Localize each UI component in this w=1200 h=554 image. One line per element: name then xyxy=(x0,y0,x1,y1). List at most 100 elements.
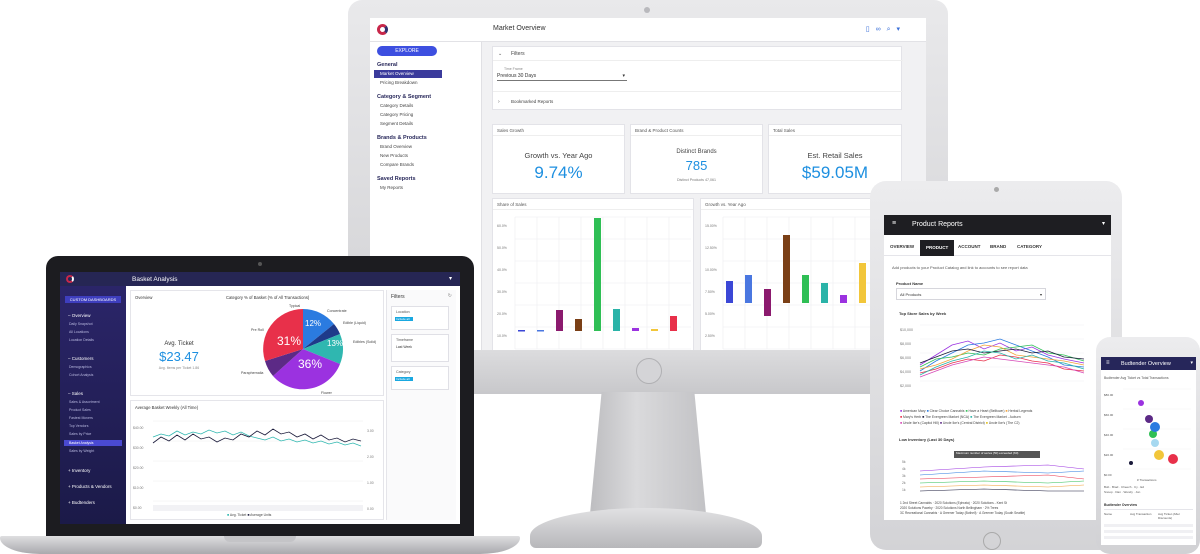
explore-button[interactable]: EXPLORE xyxy=(377,46,437,56)
table-title: Budtender Overview xyxy=(1104,503,1137,507)
y-tick: 20.0% xyxy=(497,312,507,316)
app-logo-icon[interactable] xyxy=(66,275,74,283)
bar xyxy=(594,218,601,331)
link-icon[interactable]: ∞ xyxy=(875,26,887,33)
series-line xyxy=(919,340,1085,366)
nav-item[interactable]: Top Vendors xyxy=(69,424,89,428)
nav-section-sales[interactable]: – Sales xyxy=(68,391,84,396)
nav-item-my-reports[interactable]: My Reports xyxy=(380,185,404,190)
nav-item[interactable]: Daily Snapshot xyxy=(69,322,93,326)
app-logo-icon[interactable] xyxy=(377,24,388,35)
filter-location[interactable]: Location Include all xyxy=(391,306,449,330)
share-chart-svg xyxy=(514,216,691,350)
nav-item[interactable]: Demographics xyxy=(69,365,92,369)
table-header: Avg Ticket (After Discounts) xyxy=(1158,512,1180,520)
chevron-down-icon[interactable]: ▾ xyxy=(1101,221,1105,227)
chevron-down-icon[interactable]: ▾ xyxy=(448,276,452,282)
bookmarked-reports-label[interactable]: Bookmarked Reports xyxy=(511,99,554,104)
y-tick: $60.00 xyxy=(1104,413,1114,417)
top-bar: ≡ Product Reports ▾ xyxy=(884,215,1111,235)
filter-chip[interactable]: Include all xyxy=(395,377,413,381)
nav-section-budtenders[interactable]: + Budtenders xyxy=(68,500,95,505)
tab-account[interactable]: ACCOUNT xyxy=(958,244,981,249)
nav-item-segment-details[interactable]: Segment Details xyxy=(380,121,414,126)
bar xyxy=(764,289,771,316)
nav-item[interactable]: Product Sales xyxy=(69,408,91,412)
filter-category[interactable]: Category Include all xyxy=(391,366,449,390)
nav-item-new-products[interactable]: New Products xyxy=(380,153,409,158)
nav-section-customers[interactable]: – Customers xyxy=(68,356,94,361)
tab-brand[interactable]: BRAND xyxy=(990,244,1007,249)
y-tick: $40.00 xyxy=(133,426,144,430)
series-line xyxy=(919,488,1084,492)
menu-icon[interactable]: ≡ xyxy=(1106,360,1110,366)
nav-item[interactable]: Fastest Movers xyxy=(69,416,93,420)
y-tick: 7.50% xyxy=(705,290,715,294)
nav-item-pricing-breakdown[interactable]: Pricing Breakdown xyxy=(380,80,418,85)
nav-item-compare-brands[interactable]: Compare Brands xyxy=(380,162,415,167)
nav-item-brand-overview[interactable]: Brand Overview xyxy=(380,144,413,149)
nav-item-market-overview[interactable]: Market Overview xyxy=(374,70,442,78)
nav-section-inventory[interactable]: + Inventory xyxy=(68,468,91,473)
custom-dashboards-button[interactable]: CUSTOM DASHBOARDS xyxy=(65,296,121,303)
line-chart-svg xyxy=(152,420,363,511)
series-limit-banner xyxy=(954,451,1040,458)
nav-section-overview[interactable]: – Overview xyxy=(68,313,91,318)
series-line xyxy=(919,480,1085,484)
y-tick: 40.0% xyxy=(497,268,507,272)
legend-label: 2% Trees xyxy=(984,506,999,510)
search-icon[interactable]: ⌕ xyxy=(886,26,897,33)
nav-item[interactable]: Cohort Analysis xyxy=(69,373,94,377)
chevron-down-icon[interactable]: ▾ xyxy=(1190,360,1193,366)
series-line xyxy=(919,474,1085,480)
tab-category[interactable]: CATEGORY xyxy=(1017,244,1043,249)
chart-title: Average Basket Weekly (All Time) xyxy=(135,405,199,410)
nav-item[interactable]: Sales & Assortment xyxy=(69,400,100,404)
nav-item-basket-analysis[interactable]: Basket Analysis xyxy=(64,440,122,446)
y-axis-ticks: $80.00 $60.00 $40.00 $20.00 $0.00 xyxy=(1104,385,1113,485)
nav-item-category-details[interactable]: Category Details xyxy=(380,103,414,108)
chevron-icon[interactable]: › xyxy=(498,99,500,105)
nav-item[interactable]: Sales by Price xyxy=(69,432,92,436)
refresh-icon[interactable]: ↻ xyxy=(447,293,452,299)
growth-chart-svg xyxy=(722,216,899,350)
sub-value: 47,061 xyxy=(704,178,716,182)
bar xyxy=(651,329,658,331)
tab-overview[interactable]: OVERVIEW xyxy=(890,244,915,249)
y-tick: 1.00 xyxy=(367,481,374,485)
legend-label: American Mary xyxy=(902,409,926,413)
menu-icon[interactable]: ≡ xyxy=(892,220,897,227)
growth-chart: Growth vs. Year Ago 15.00% 12.50% 10.00% 7.… xyxy=(700,198,902,350)
chart-title: Budtender Avg Ticket vs Total Transactio… xyxy=(1104,376,1169,380)
product-select[interactable]: All Products ▾ xyxy=(896,288,1046,300)
nav-section-label: Budtenders xyxy=(71,500,95,505)
kpi-label: Distinct Brands xyxy=(676,149,717,155)
legend-label: 1 2nd Street Cannabis xyxy=(900,501,932,505)
nav-item[interactable]: Sales by Weight xyxy=(69,449,95,453)
nav-item-category-pricing[interactable]: Category Pricing xyxy=(380,112,414,117)
tab-product[interactable]: PRODUCT xyxy=(920,240,955,256)
legend-label: Snoop xyxy=(1104,490,1113,494)
bookmark-icon[interactable]: ▯ xyxy=(865,26,876,33)
top-bar: Market Overview ▯∞⌕▾ xyxy=(370,18,926,42)
range-selector[interactable] xyxy=(153,505,363,511)
chevron-down-icon[interactable]: ⌄ xyxy=(498,51,503,57)
nav-section-products-vendors[interactable]: + Products & Vendors xyxy=(68,484,112,489)
legend-label: Bob xyxy=(1104,485,1110,489)
legend-label: Herbal Legends xyxy=(1008,409,1033,413)
y-tick: $40.00 xyxy=(1104,433,1114,437)
series-line xyxy=(919,464,1085,472)
y-tick: 3k xyxy=(902,474,906,478)
legend-label: Clear Choice Cannabis xyxy=(929,409,965,413)
filter-chip[interactable]: Include all xyxy=(395,317,413,321)
chevron-down-icon[interactable]: ▾ xyxy=(896,26,906,33)
top-bar: Basket Analysis ▾ xyxy=(60,272,460,286)
filter-timeframe[interactable]: Timeframe Last Week xyxy=(391,334,449,362)
nav-item[interactable]: Location Details xyxy=(69,338,94,342)
monitor-logo xyxy=(636,358,662,384)
legend-label: 2020 Solutions Paceby xyxy=(900,506,933,510)
time-frame-select[interactable]: Previous 30 Days ▾ xyxy=(497,71,627,81)
kpi-value: 785 xyxy=(685,158,708,173)
nav-item[interactable]: All Locations xyxy=(69,330,89,334)
y-tick: 2.00 xyxy=(367,455,374,459)
